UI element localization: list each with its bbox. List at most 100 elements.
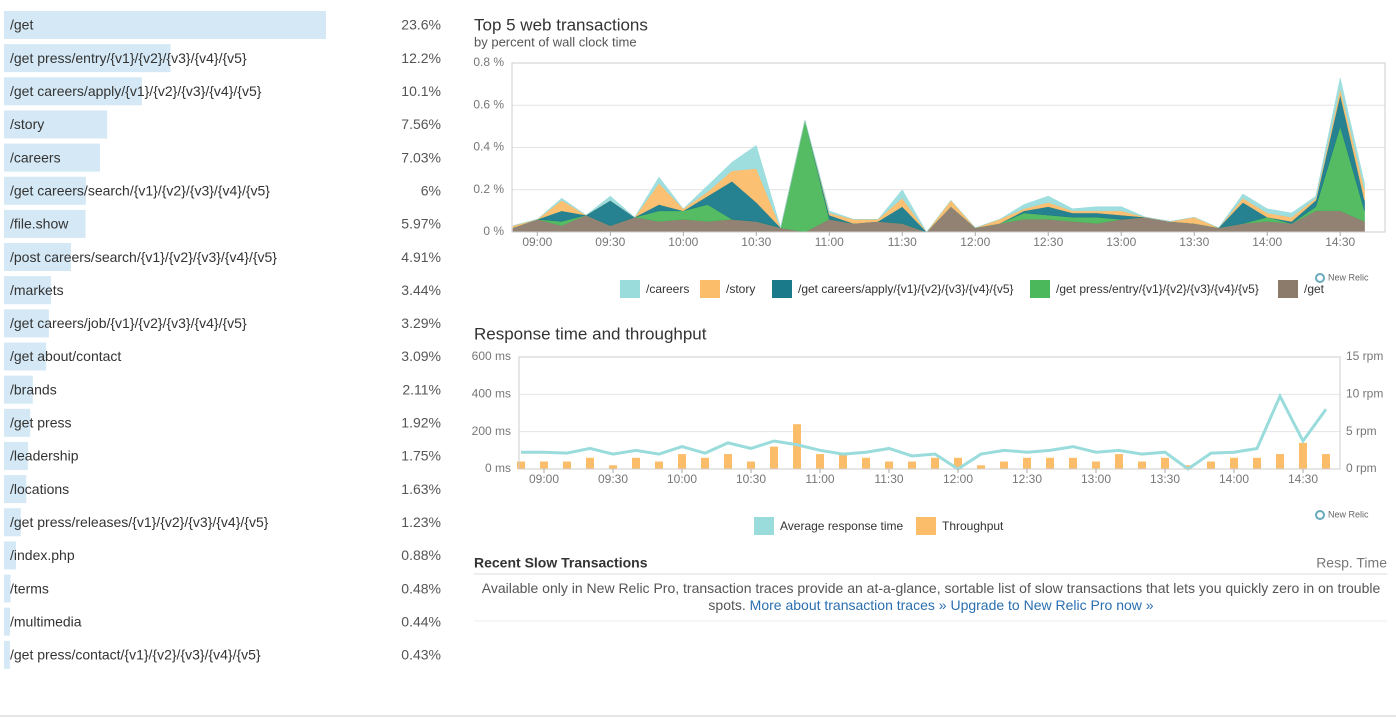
y2-tick-label: 10 rpm	[1346, 387, 1383, 401]
transaction-value: 1.23%	[401, 514, 441, 530]
y-tick-label: 0 ms	[485, 461, 511, 475]
bar	[4, 243, 71, 272]
bar	[4, 508, 21, 537]
transaction-value: 3.44%	[401, 282, 441, 298]
x-tick-label: 11:00	[805, 472, 834, 486]
bar	[908, 461, 916, 469]
chart-title: Response time and throughput	[474, 324, 707, 343]
watermark: New Relic	[1328, 272, 1369, 282]
transaction-name: /get careers/search/{v1}/{v2}/{v3}/{v4}/…	[10, 182, 270, 198]
logo	[1315, 510, 1325, 520]
bar	[1230, 457, 1238, 469]
x-tick-label: 12:00	[943, 472, 973, 486]
bar	[4, 309, 49, 338]
x-tick-label: 11:30	[874, 472, 903, 486]
transaction-value: 0.43%	[401, 647, 441, 663]
transaction-name: /get	[10, 17, 33, 33]
transaction-name: /brands	[10, 381, 57, 397]
transaction-value: 1.92%	[401, 415, 441, 431]
x-tick-label: 13:30	[1179, 235, 1209, 249]
link[interactable]: More about transaction traces »	[749, 597, 947, 613]
transaction-value: 7.56%	[401, 116, 441, 132]
chart-subtitle: by percent of wall clock time	[474, 34, 637, 49]
logo	[1315, 273, 1325, 283]
transaction-name: /get press/contact/{v1}/{v2}/{v3}/{v4}/{…	[10, 647, 261, 663]
bar	[747, 461, 755, 469]
y2-tick-label: 0 rpm	[1346, 461, 1377, 475]
bar	[862, 457, 870, 469]
transaction-value: 10.1%	[401, 83, 441, 99]
x-tick-label: 11:00	[815, 235, 844, 249]
area	[512, 77, 1365, 233]
transaction-name: /file.show	[10, 216, 69, 232]
bar	[4, 44, 171, 73]
bar	[540, 461, 548, 469]
transaction-name: /locations	[10, 481, 69, 497]
plot-frame	[511, 62, 1386, 233]
transaction-name: /get press/entry/{v1}/{v2}/{v3}/{v4}/{v5…	[10, 50, 247, 66]
bar	[4, 607, 11, 636]
section-title: Recent Slow Transactions	[474, 555, 648, 571]
bar	[1207, 461, 1215, 469]
x-tick-label: 12:00	[960, 235, 990, 249]
bar	[1138, 461, 1146, 469]
transaction-name: /multimedia	[10, 613, 82, 629]
x-tick-label: 14:00	[1252, 235, 1282, 249]
x-tick-label: 10:30	[741, 235, 771, 249]
bar	[1184, 465, 1192, 469]
bar	[4, 110, 108, 139]
bar	[4, 375, 33, 404]
bar	[4, 408, 31, 437]
transaction-name: /get press	[10, 415, 71, 431]
x-tick-label: 10:00	[667, 472, 697, 486]
bar	[4, 176, 86, 205]
column-header: Resp. Time	[1316, 555, 1387, 571]
x-tick-label: 13:30	[1150, 472, 1180, 486]
bar	[655, 461, 663, 469]
x-tick-label: 14:00	[1219, 472, 1249, 486]
y2-tick-label: 5 rpm	[1346, 424, 1377, 438]
legend-label: /story	[726, 282, 755, 296]
description: Available only in New Relic Pro, transac…	[481, 580, 1381, 613]
x-tick-label: 09:00	[522, 235, 552, 249]
x-tick-label: 09:30	[598, 472, 628, 486]
transaction-value: 3.29%	[401, 315, 441, 331]
watermark: New Relic	[1328, 509, 1369, 519]
transaction-value: 23.6%	[401, 17, 441, 33]
y-tick-label: 0.4 %	[473, 140, 504, 154]
x-tick-label: 14:30	[1325, 235, 1355, 249]
transaction-value: 0.88%	[401, 547, 441, 563]
x-tick-label: 10:00	[668, 235, 698, 249]
transaction-value: 4.91%	[401, 249, 441, 265]
transaction-name: /get about/contact	[10, 348, 121, 364]
transaction-value: 1.63%	[401, 481, 441, 497]
transaction-value: 1.75%	[401, 448, 441, 464]
bar	[4, 77, 142, 106]
transaction-name: /leadership	[10, 448, 79, 464]
bar	[839, 454, 847, 469]
transaction-name: /markets	[10, 282, 64, 298]
bar	[1000, 461, 1008, 469]
bar	[1046, 457, 1054, 469]
bar	[4, 342, 47, 371]
transaction-value: 12.2%	[401, 50, 441, 66]
x-tick-label: 12:30	[1012, 472, 1042, 486]
bar	[1115, 454, 1123, 469]
legend-swatch	[1030, 280, 1050, 298]
transaction-name: /get careers/job/{v1}/{v2}/{v3}/{v4}/{v5…	[10, 315, 247, 331]
bar	[563, 461, 571, 469]
slow-text: Available only in New Relic Pro, transac…	[474, 580, 1388, 614]
y-tick-label: 0.8 %	[473, 55, 504, 69]
bar	[931, 457, 939, 469]
bar	[793, 424, 801, 469]
x-tick-label: 09:00	[529, 472, 559, 486]
x-tick-label: 12:30	[1033, 235, 1063, 249]
bar	[632, 457, 640, 469]
transaction-name: /story	[10, 116, 44, 132]
link[interactable]: Upgrade to New Relic Pro now »	[950, 597, 1154, 613]
bar	[977, 465, 985, 469]
transaction-value: 6%	[421, 182, 441, 198]
legend-swatch	[700, 280, 720, 298]
